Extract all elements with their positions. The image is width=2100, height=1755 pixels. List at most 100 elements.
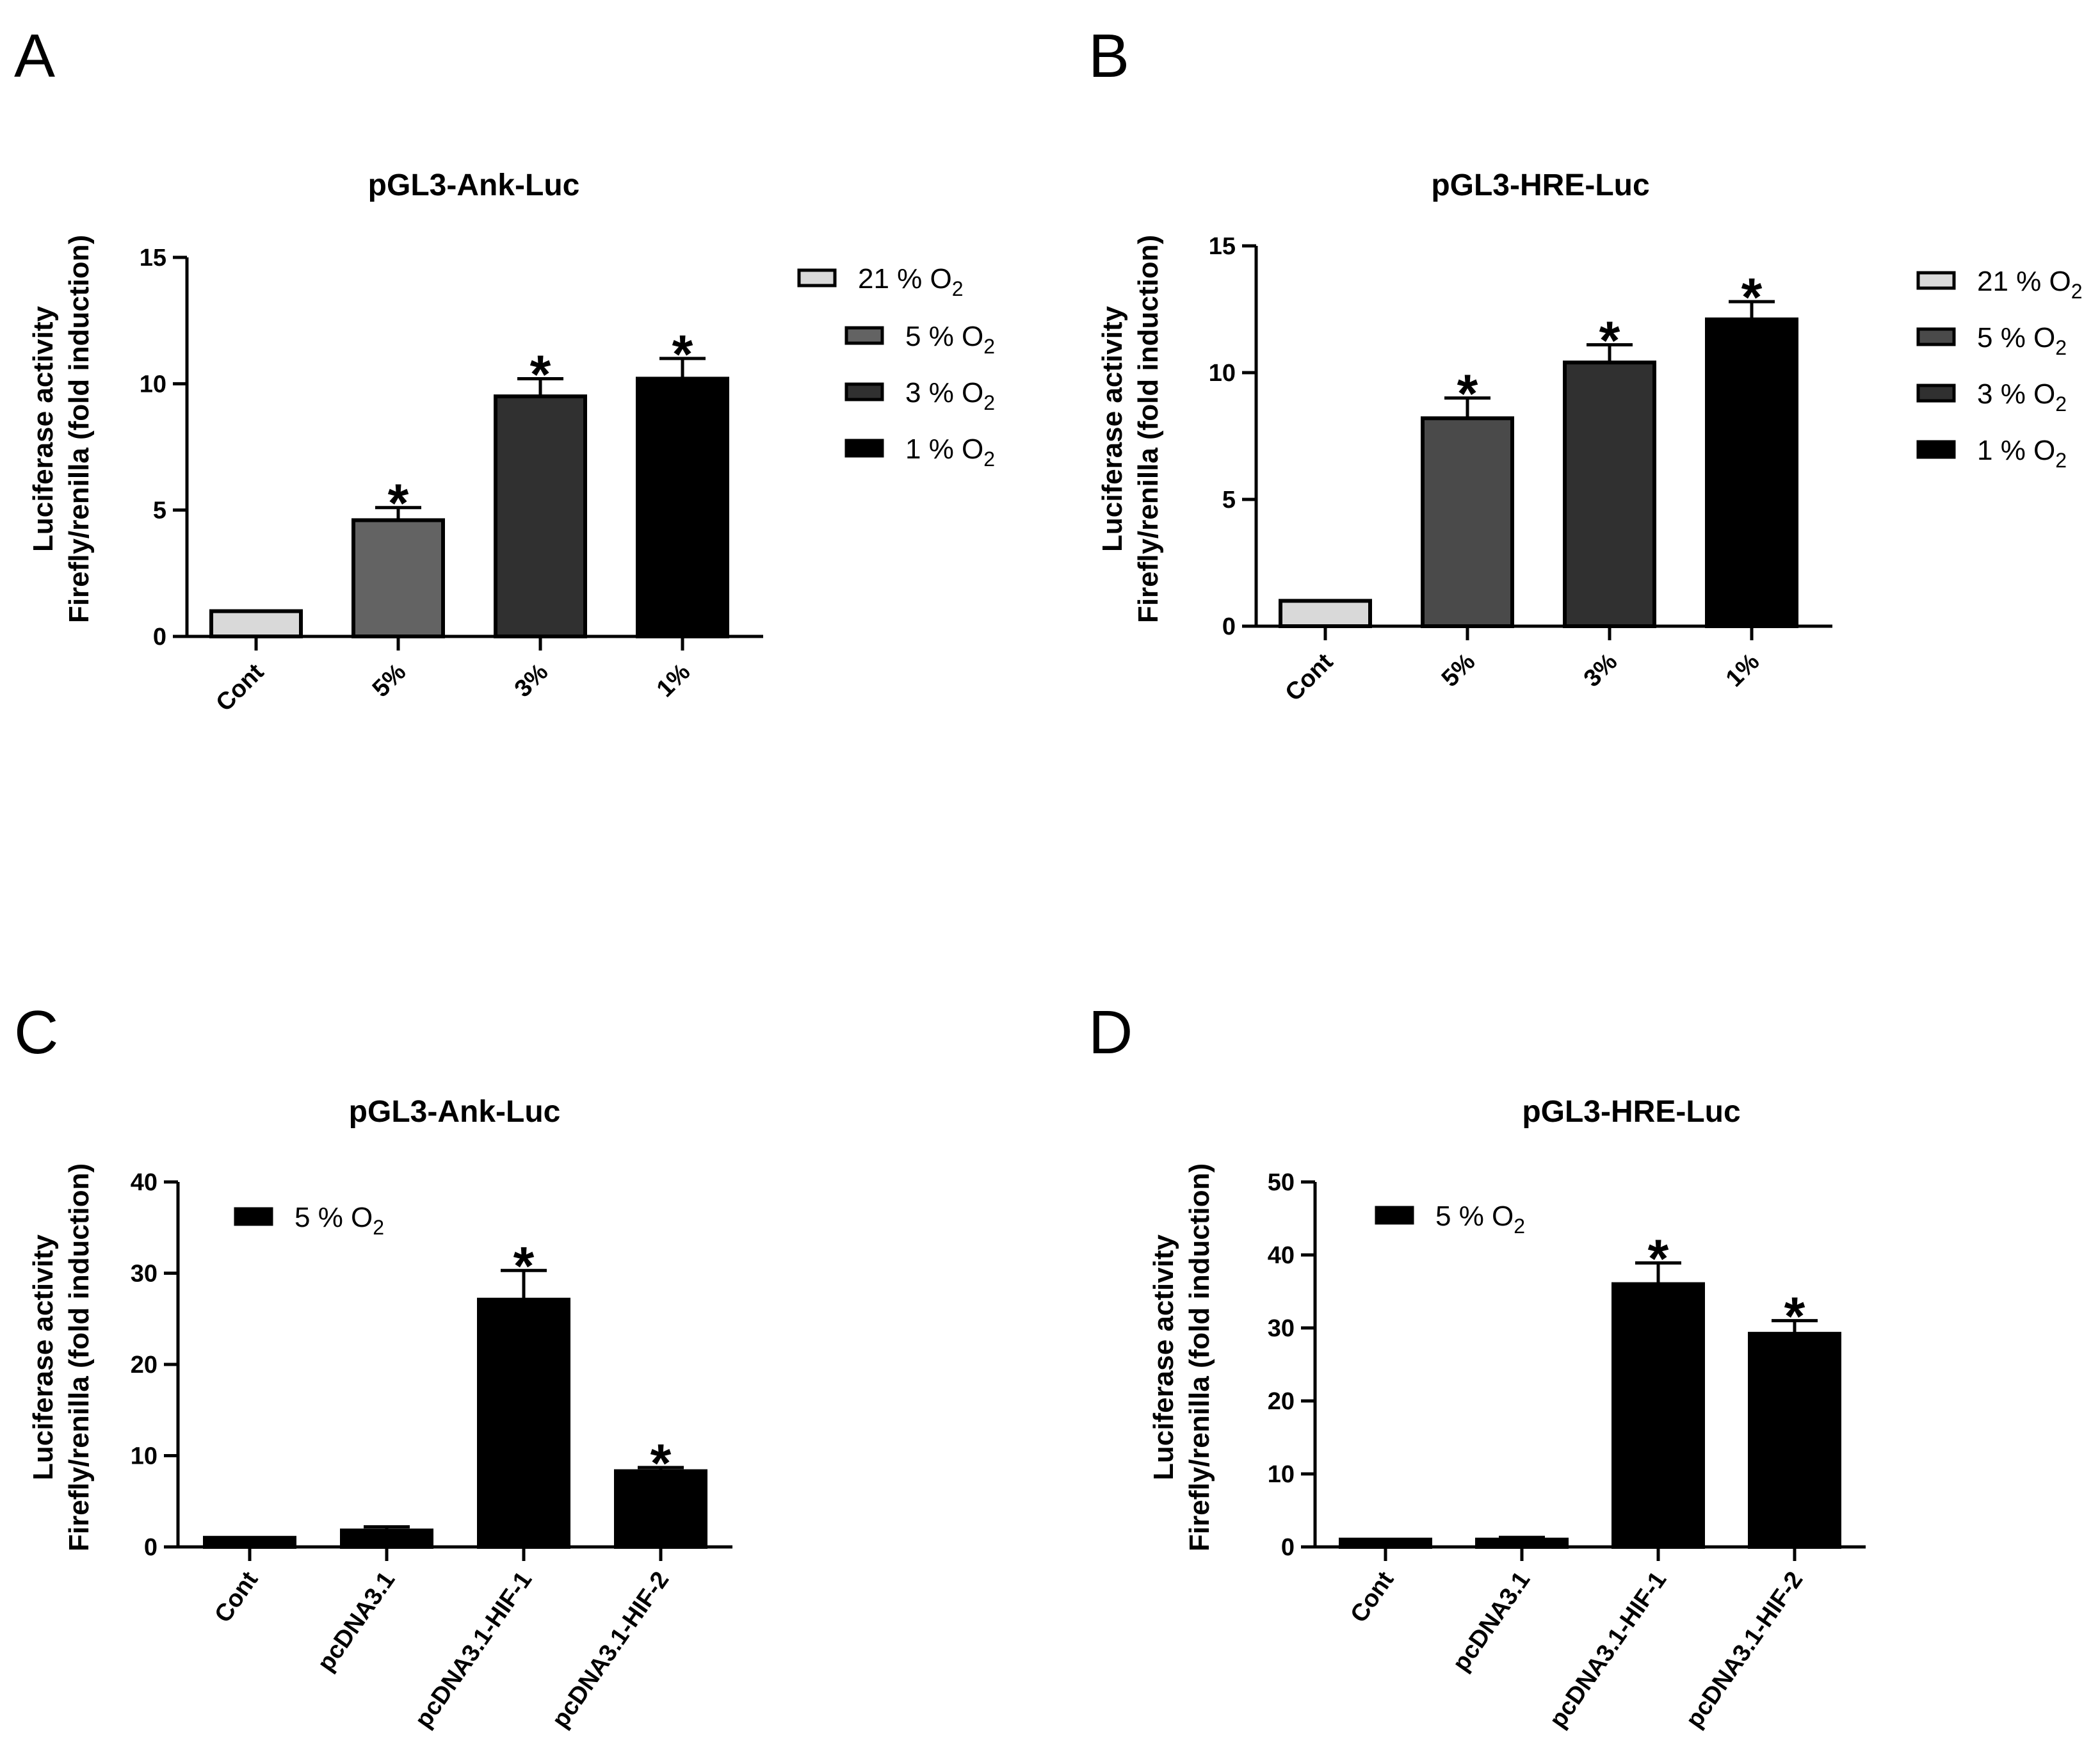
legend-swatch xyxy=(1375,1206,1414,1225)
legend-swatch xyxy=(1916,440,1956,459)
y-tick-label: 10 xyxy=(131,1443,158,1470)
y-axis-label-line-2: Firefly/renilla (fold induction) xyxy=(63,235,95,623)
legend-label-subscript: 2 xyxy=(2055,392,2067,416)
legend-swatch xyxy=(844,439,884,458)
bar xyxy=(203,1535,296,1549)
significance-marker: * xyxy=(1784,1286,1805,1347)
significance-marker: * xyxy=(672,324,693,384)
legend: 21 % O25 % O23 % O21 % O2 xyxy=(1916,266,2083,472)
legend-label-text: 3 % O xyxy=(905,377,983,408)
y-axis-label-line-1: Luciferase activity xyxy=(28,1234,59,1480)
bar xyxy=(636,376,729,638)
significance-marker: * xyxy=(1741,267,1763,327)
legend-swatch xyxy=(234,1207,273,1226)
y-tick-label: 40 xyxy=(1268,1242,1295,1269)
legend-label-subscript: 2 xyxy=(1514,1215,1525,1238)
significance-marker: * xyxy=(530,344,551,404)
panel-letter: C xyxy=(14,998,58,1067)
y-axis-label-line-2: Firefly/renilla (fold induction) xyxy=(1184,1163,1215,1551)
legend-label: 21 % O2 xyxy=(858,263,964,300)
bar xyxy=(1279,599,1372,629)
bar xyxy=(209,609,303,638)
significance-marker: * xyxy=(650,1433,672,1493)
bar xyxy=(1421,416,1514,629)
legend-label-text: 5 % O xyxy=(905,321,983,352)
significance-marker: * xyxy=(388,473,409,533)
legend: 5 % O2 xyxy=(234,1202,384,1239)
legend-swatch xyxy=(1916,384,1956,403)
y-tick-label: 30 xyxy=(131,1261,158,1288)
y-tick-label: 0 xyxy=(153,624,166,651)
legend-label-text: 3 % O xyxy=(1977,378,2055,410)
y-axis-label-line-1: Luciferase activity xyxy=(1097,305,1128,551)
legend-label-subscript: 2 xyxy=(2071,280,2083,303)
bar xyxy=(1475,1537,1569,1549)
y-tick-label: 5 xyxy=(1222,487,1236,514)
legend-label-subscript: 2 xyxy=(952,277,964,300)
significance-marker: * xyxy=(513,1236,535,1296)
y-tick-label: 10 xyxy=(1209,360,1236,387)
legend-label: 21 % O2 xyxy=(1977,266,2083,303)
legend-label-text: 21 % O xyxy=(858,263,952,295)
bar xyxy=(477,1297,570,1549)
panel-letter: A xyxy=(14,22,55,90)
legend-label-subscript: 2 xyxy=(373,1216,384,1239)
y-tick-label: 0 xyxy=(144,1534,158,1561)
bar xyxy=(1611,1282,1705,1549)
y-tick-label: 0 xyxy=(1222,613,1236,640)
panel-a: A pGL3-Ank-Luc Luciferase activity Firef… xyxy=(14,22,995,717)
legend-label-text: 1 % O xyxy=(1977,435,2055,466)
legend-label: 5 % O2 xyxy=(295,1202,384,1239)
legend-label-subscript: 2 xyxy=(983,391,995,414)
y-axis-label-line-1: Luciferase activity xyxy=(1148,1234,1179,1480)
legend-swatch xyxy=(844,382,884,401)
panel-letter: D xyxy=(1088,998,1133,1067)
y-tick-label: 20 xyxy=(131,1352,158,1379)
legend-label-subscript: 2 xyxy=(2055,449,2067,472)
legend-label-subscript: 2 xyxy=(983,335,995,358)
legend-swatch xyxy=(797,268,837,287)
legend-label-text: 21 % O xyxy=(1977,266,2071,297)
chart-title: pGL3-Ank-Luc xyxy=(349,1095,561,1129)
y-axis-label-line-1: Luciferase activity xyxy=(28,305,59,551)
legend-label: 5 % O2 xyxy=(1435,1201,1525,1238)
chart-title: pGL3-HRE-Luc xyxy=(1522,1095,1740,1129)
legend-label: 1 % O2 xyxy=(1977,435,2067,472)
bar xyxy=(494,394,587,638)
y-tick-label: 15 xyxy=(1209,233,1236,260)
chart-title: pGL3-HRE-Luc xyxy=(1431,168,1649,202)
legend-label: 1 % O2 xyxy=(905,433,995,471)
y-tick-label: 0 xyxy=(1281,1534,1295,1561)
legend-swatch xyxy=(1916,271,1956,290)
y-tick-label: 40 xyxy=(131,1169,158,1196)
legend-swatch xyxy=(844,326,884,345)
bar xyxy=(351,518,445,638)
chart-title: pGL3-Ank-Luc xyxy=(368,168,580,202)
legend-label-text: 1 % O xyxy=(905,433,983,465)
legend: 21 % O25 % O23 % O21 % O2 xyxy=(797,263,995,471)
y-tick-label: 20 xyxy=(1268,1388,1295,1415)
legend-label-text: 5 % O xyxy=(1435,1201,1514,1232)
y-tick-label: 30 xyxy=(1268,1315,1295,1342)
y-tick-label: 5 xyxy=(153,497,166,524)
bar xyxy=(1339,1537,1432,1549)
legend: 5 % O2 xyxy=(1375,1201,1525,1238)
panel-b: B pGL3-HRE-Luc Luciferase activity Firef… xyxy=(1088,22,2083,707)
bar xyxy=(1748,1332,1841,1549)
bar xyxy=(340,1528,433,1549)
legend-label-text: 5 % O xyxy=(1977,322,2055,353)
y-axis-label-line-2: Firefly/renilla (fold induction) xyxy=(63,1163,95,1551)
y-axis-label-line-2: Firefly/renilla (fold induction) xyxy=(1133,235,1164,623)
legend-label-text: 5 % O xyxy=(295,1202,373,1233)
bar xyxy=(1705,317,1798,628)
y-tick-label: 10 xyxy=(140,371,166,398)
legend-label-subscript: 2 xyxy=(983,448,995,471)
legend-label-subscript: 2 xyxy=(2055,336,2067,359)
y-tick-label: 15 xyxy=(140,245,166,271)
legend-label: 5 % O2 xyxy=(905,321,995,358)
significance-marker: * xyxy=(1599,310,1620,370)
legend-swatch xyxy=(1916,327,1956,346)
